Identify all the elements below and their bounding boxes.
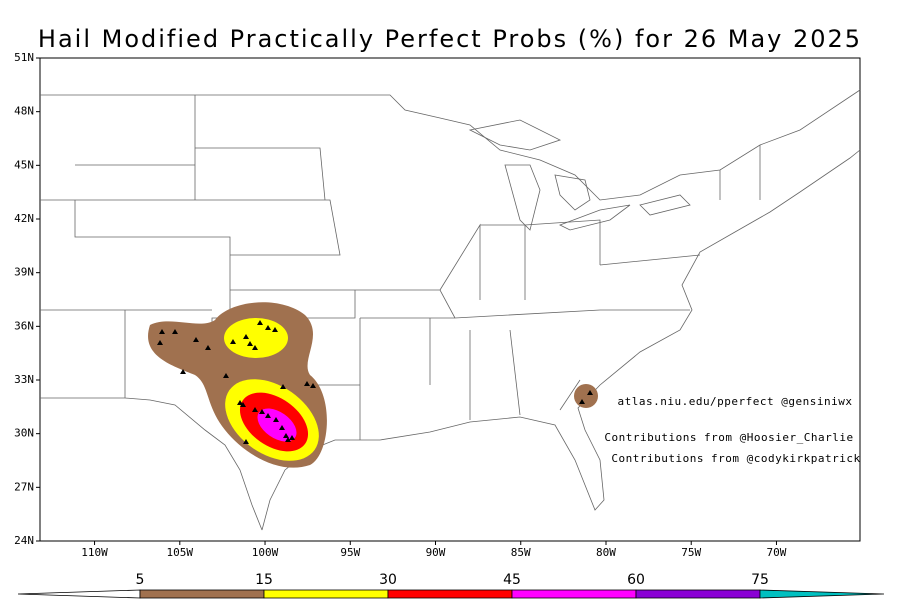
colorbar-label: 60: [627, 572, 645, 588]
lon-tick-label: 110W: [81, 546, 108, 559]
hail-report: [304, 381, 310, 386]
hail-report: [587, 390, 593, 395]
lat-tick-label: 36N: [14, 319, 34, 332]
colorbar-label: 75: [751, 572, 769, 588]
hail-report: [579, 399, 585, 404]
annotation: Contributions from @Hoosier_Charlie: [604, 431, 853, 444]
hail-report: [205, 345, 211, 350]
lat-tick-label: 33N: [14, 373, 34, 386]
colorbar-label: 45: [503, 572, 521, 588]
contour: [224, 318, 288, 358]
border: [40, 89, 861, 201]
hail-report: [273, 417, 279, 422]
colorbar-segment: [139, 589, 265, 599]
hail-report: [265, 413, 271, 418]
hail-report: [157, 340, 163, 345]
hail-report: [172, 329, 178, 334]
lon-tick-label: 90W: [426, 546, 446, 559]
hail-report: [240, 402, 246, 407]
hail-report: [283, 433, 289, 438]
hail-report: [223, 373, 229, 378]
colorbar: 5 15 30 45 60 75: [17, 572, 885, 599]
hail-report: [272, 327, 278, 332]
hail-report: [230, 339, 236, 344]
hail-report: [252, 407, 258, 412]
lon-tick-label: 85W: [511, 546, 531, 559]
colorbar-label: 30: [379, 572, 397, 588]
hail-report: [237, 400, 243, 405]
colorbar-segment: [511, 589, 637, 599]
colorbar-segment: [263, 589, 389, 599]
lon-tick-label: 95W: [340, 546, 360, 559]
hail-report: [159, 329, 165, 334]
lon-tick-label: 70W: [767, 546, 787, 559]
lat-tick-label: 45N: [14, 158, 34, 171]
lat-tick-label: 48N: [14, 105, 34, 118]
hail-report: [180, 369, 186, 374]
colorbar-segment: [635, 589, 761, 599]
hail-report: [310, 383, 316, 388]
axes: 24N 27N 30N 33N 36N 39N 42N 45N 48N 51N 110W 105W 10…: [14, 51, 787, 559]
hail-report: [279, 425, 285, 430]
colorbar-under: [17, 589, 141, 599]
hail-report: [265, 325, 271, 330]
hail-report: [243, 439, 249, 444]
lat-tick-label: 30N: [14, 427, 34, 440]
hail-report: [243, 334, 249, 339]
contour: [574, 384, 598, 408]
lat-tick-label: 42N: [14, 212, 34, 225]
colorbar-over: [759, 589, 885, 599]
hail-report: [257, 320, 263, 325]
lat-tick-label: 39N: [14, 266, 34, 279]
hail-reports: [157, 320, 593, 444]
hail-report: [285, 437, 291, 442]
colorbar-label: 15: [255, 572, 273, 588]
coast: [40, 149, 861, 531]
colorbar-label: 5: [136, 572, 145, 588]
lat-tick-label: 51N: [14, 51, 34, 64]
annotation: Contributions from @codykirkpatrick: [611, 452, 860, 465]
hail-report: [289, 435, 295, 440]
annotation: atlas.niu.edu/pperfect @gensiniwx: [617, 395, 852, 408]
lon-tick-label: 100W: [252, 546, 279, 559]
hail-report: [259, 409, 265, 414]
great-lakes: [468, 119, 691, 231]
lon-tick-label: 105W: [167, 546, 194, 559]
colorbar-segment: [387, 589, 513, 599]
lat-tick-label: 24N: [14, 534, 34, 547]
hail-report: [247, 341, 253, 346]
map-title: Hail Modified Practically Perfect Probs …: [38, 25, 862, 53]
lat-tick-label: 27N: [14, 480, 34, 493]
hail-report: [252, 345, 258, 350]
lon-tick-label: 75W: [681, 546, 701, 559]
hail-report: [280, 384, 286, 389]
hail-report: [193, 337, 199, 342]
map-frame: [39, 57, 861, 542]
lon-tick-label: 80W: [596, 546, 616, 559]
